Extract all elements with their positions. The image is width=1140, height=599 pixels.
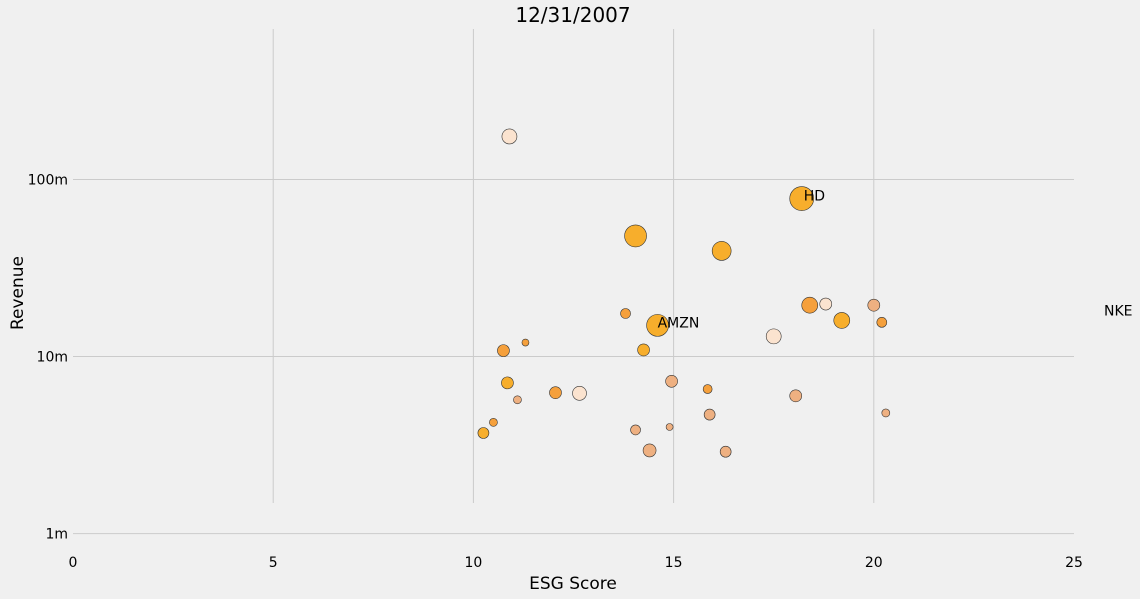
data-point [489,418,498,427]
data-point [819,297,833,311]
annotation-amzn: AMZN [658,315,700,331]
y-axis-label: Revenue [8,256,28,330]
x-axis-label: ESG Score [529,574,617,594]
data-point [549,386,562,399]
data-point [801,296,819,314]
data-point [624,224,647,248]
vertical-gridlines [272,29,875,503]
data-point [719,445,732,458]
data-point [497,344,510,357]
data-point [789,389,803,403]
data-point [711,241,732,261]
annotation-hd: HD [804,189,825,205]
data-point [765,328,782,345]
data-point [642,443,657,458]
data-point [867,298,881,312]
data-point [513,395,522,405]
x-tick-label: 20 [865,555,883,571]
x-tick-label: 5 [269,555,278,571]
data-point [876,317,888,328]
data-point [637,343,650,357]
x-tick-label: 15 [665,555,683,571]
point-annotations: HD AMZN NKE [658,189,1133,332]
data-point-amzn [646,314,669,337]
data-points [477,128,891,458]
horizontal-gridlines [73,178,1074,535]
x-tick-label: 10 [464,555,482,571]
data-point-hd [789,186,815,211]
data-point [833,312,851,329]
data-point [521,338,530,347]
data-point [501,376,514,390]
x-tick-label: 0 [69,555,78,571]
x-axis-tick-labels: 0 5 10 15 20 25 [69,555,1083,571]
data-point [881,408,891,418]
data-point [702,384,713,394]
data-point [665,423,674,431]
data-point [501,128,518,145]
y-tick-label: 100m [28,172,68,188]
data-point [665,374,678,388]
data-point [572,385,587,401]
x-tick-label: 25 [1065,555,1083,571]
data-point [630,424,641,436]
y-tick-label: 10m [37,350,68,366]
annotation-nke: NKE [1104,304,1133,320]
data-point [477,427,490,439]
data-point [703,408,716,421]
y-tick-label: 1m [45,527,68,543]
y-axis-tick-labels: 1m 10m 100m [28,172,68,542]
chart-title: 12/31/2007 [515,3,630,27]
data-point [620,308,631,319]
